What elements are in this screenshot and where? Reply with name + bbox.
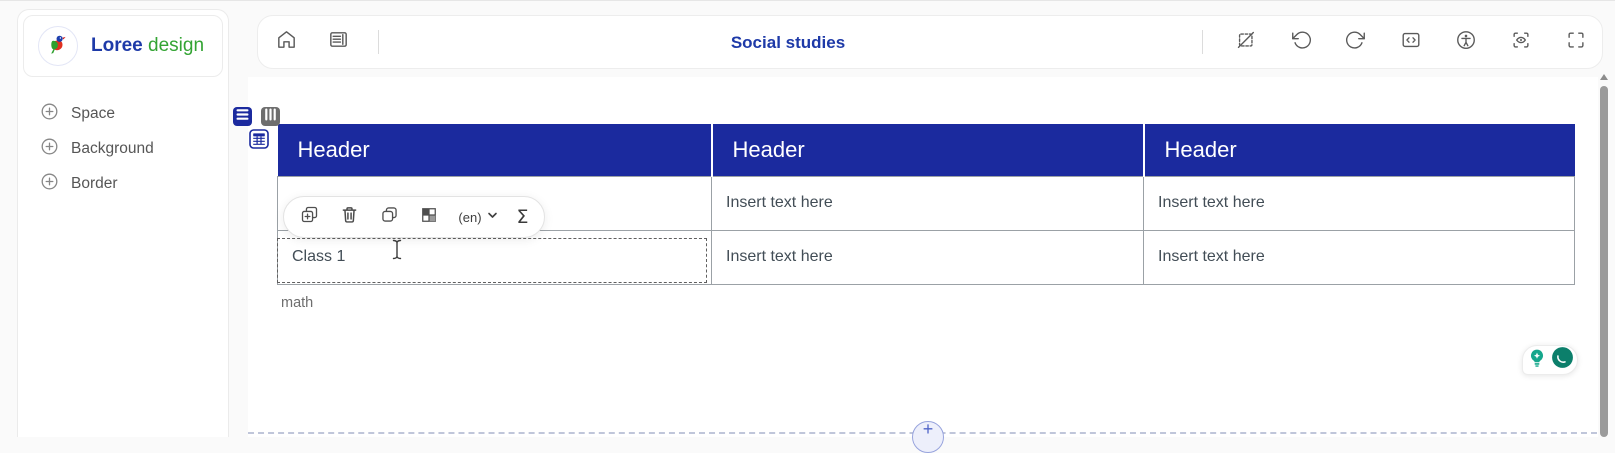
fullscreen-icon (1565, 29, 1587, 56)
cell-toolbar: (en) Σ (283, 196, 545, 238)
clear-style-button[interactable] (1234, 30, 1258, 54)
preview-button[interactable] (1509, 30, 1533, 54)
table-header-cell[interactable]: Header (277, 124, 712, 176)
table-cell-selected[interactable]: Class 1 (277, 229, 712, 285)
toolbar-divider (378, 30, 379, 54)
undo-button[interactable] (1289, 30, 1313, 54)
redo-button[interactable] (1344, 30, 1368, 54)
sidebar-item-label: Border (71, 174, 118, 192)
undo-icon (1290, 29, 1312, 56)
fullscreen-button[interactable] (1564, 30, 1588, 54)
sigma-icon: Σ (516, 206, 529, 228)
helper-pill (1522, 345, 1578, 375)
language-label: (en) (458, 209, 482, 225)
plus-circle-icon (41, 173, 58, 195)
brand-name: Loree design (91, 35, 204, 57)
sidebar-item-border[interactable]: Border (18, 166, 228, 201)
table-header-cell[interactable]: Header (710, 124, 1144, 176)
home-button[interactable] (274, 30, 298, 54)
toolbar-left-group (274, 30, 379, 54)
table-header-row: Header Header Header (277, 124, 1575, 176)
language-selector[interactable]: (en) (458, 208, 497, 226)
scroll-up-icon[interactable] (1600, 74, 1608, 80)
redo-icon (1345, 29, 1367, 56)
top-toolbar: Social studies (257, 15, 1603, 69)
duplicate-button[interactable] (379, 204, 400, 230)
scrollbar-thumb[interactable] (1600, 86, 1608, 437)
brand-card: Loree design (23, 15, 223, 77)
content-table: Header Header Header Insert text here In… (277, 124, 1575, 285)
chat-button[interactable] (1550, 345, 1575, 375)
page-structure-button[interactable] (326, 30, 350, 54)
formula-button[interactable]: Σ (517, 206, 529, 228)
column-drag-handle-icon (263, 107, 278, 127)
sidebar: Loree design Space Background (17, 9, 229, 437)
text-cursor-icon (390, 238, 404, 266)
brand-logo (38, 26, 78, 66)
brand-name-primary: Loree (91, 35, 143, 56)
footnote-text[interactable]: math (281, 295, 314, 311)
plus-icon: + (922, 419, 934, 439)
row-drag-handle-icon (235, 107, 250, 127)
table-drag-handle-icon (249, 128, 269, 154)
code-icon (1400, 29, 1422, 56)
plus-circle-icon (41, 103, 58, 125)
sidebar-menu: Space Background Border (18, 82, 228, 201)
page-outline-icon (327, 28, 350, 56)
table-cell[interactable]: Insert text here (1143, 175, 1575, 231)
clear-style-icon (1235, 29, 1257, 56)
table-drag-handle[interactable] (249, 128, 269, 154)
table-cell[interactable]: Insert text here (711, 229, 1144, 285)
code-view-button[interactable] (1399, 30, 1423, 54)
sidebar-item-label: Background (71, 139, 154, 157)
add-box-icon (299, 204, 320, 230)
delete-button[interactable] (339, 204, 360, 230)
home-icon (275, 28, 298, 56)
parrot-icon (46, 32, 70, 61)
table-row: Class 1 Insert text here Insert text her… (277, 229, 1575, 285)
table-header-cell[interactable]: Header (1142, 124, 1575, 176)
plus-circle-icon (41, 138, 58, 160)
page-title: Social studies (730, 33, 846, 52)
table-cell[interactable]: Insert text here (1143, 229, 1575, 285)
accessibility-check-button[interactable] (1454, 30, 1478, 54)
accessibility-icon (1455, 29, 1477, 56)
top-hairline (0, 0, 1615, 1)
tips-button[interactable] (1526, 347, 1548, 374)
row-drag-handle[interactable] (233, 107, 252, 126)
copy-icon (379, 204, 400, 230)
brand-name-secondary: design (148, 35, 205, 56)
table-cells-icon (419, 205, 439, 230)
cell-style-button[interactable] (419, 205, 439, 230)
sidebar-item-background[interactable]: Background (18, 131, 228, 166)
add-element-button[interactable] (299, 204, 320, 230)
sidebar-item-label: Space (71, 104, 115, 122)
chevron-down-icon (487, 208, 498, 226)
lightbulb-icon (1526, 347, 1548, 374)
sidebar-item-space[interactable]: Space (18, 96, 228, 131)
toolbar-right-group (1202, 30, 1588, 54)
chat-icon (1550, 345, 1575, 375)
table-cell[interactable]: Insert text here (711, 175, 1144, 231)
toolbar-divider (1202, 30, 1203, 54)
trash-icon (339, 204, 360, 230)
column-drag-handle[interactable] (261, 107, 280, 126)
add-section-button[interactable]: + (912, 419, 944, 453)
preview-icon (1510, 29, 1532, 56)
